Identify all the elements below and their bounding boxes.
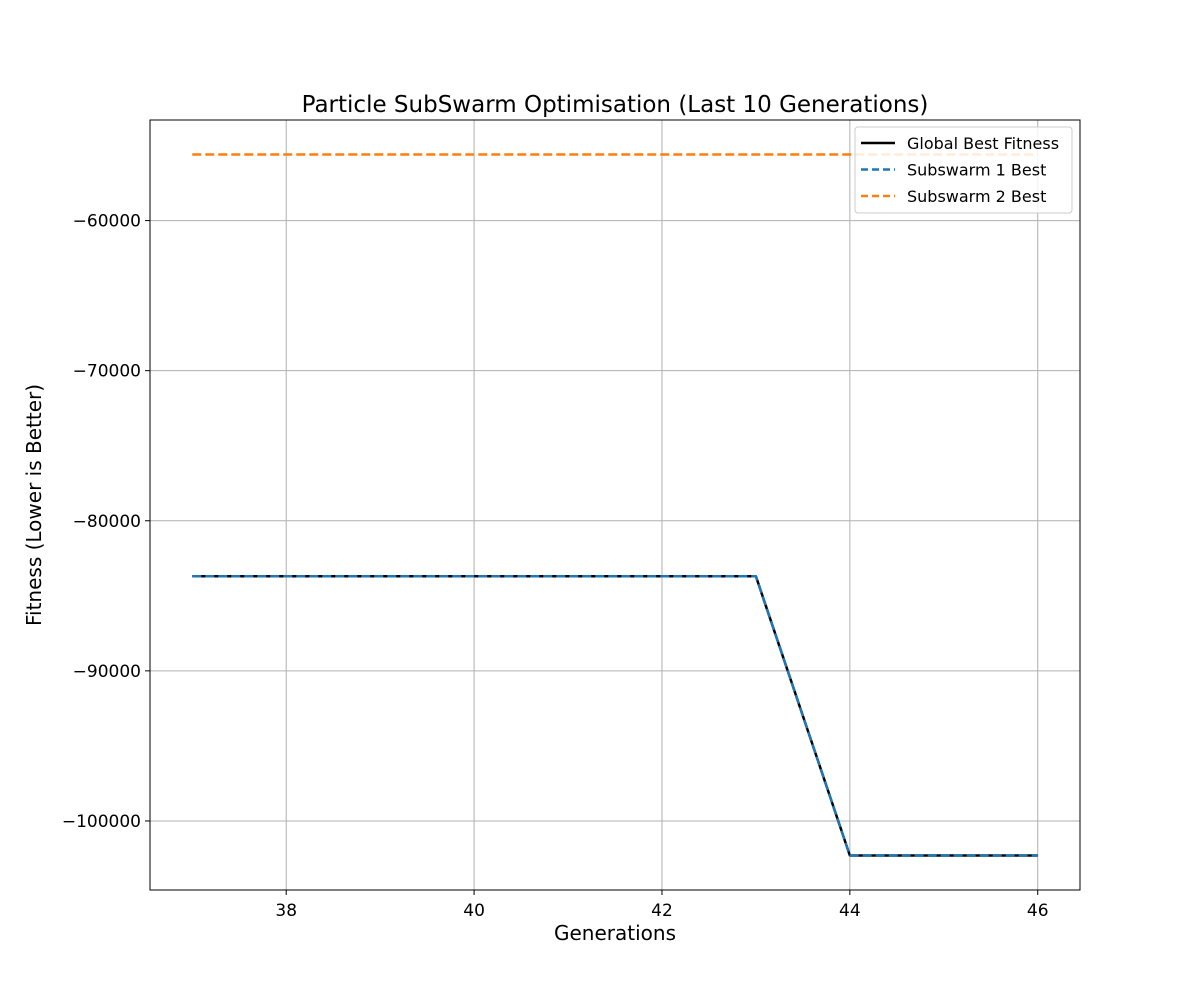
- y-tick-label: −70000: [73, 362, 141, 382]
- legend-label-1: Global Best Fitness: [907, 134, 1059, 153]
- legend[interactable]: Global Best Fitness Subswarm 1 Best Subswa…: [854, 126, 1073, 214]
- series-line-2: [192, 575, 1038, 857]
- x-axis-label: Generations: [554, 921, 676, 945]
- y-tick-label: −100000: [62, 812, 141, 832]
- plot-frame: [149, 119, 1081, 891]
- y-axis-label: Fitness (Lower is Better): [22, 384, 46, 626]
- legend-label-3: Subswarm 2 Best: [907, 187, 1046, 206]
- chart-title: Particle SubSwarm Optimisation (Last 10 …: [302, 92, 929, 118]
- axes: 38 40 42 44 46 −60000 −70000 −80000 −90000 −10000…: [62, 212, 1049, 921]
- y-tick-label: −90000: [73, 662, 141, 682]
- x-tick-label: 40: [463, 901, 485, 921]
- x-tick-label: 42: [651, 901, 673, 921]
- legend-box: [854, 126, 1073, 214]
- gridlines: [150, 120, 1080, 890]
- y-tick-label: −80000: [73, 512, 141, 532]
- x-tick-label: 38: [275, 901, 297, 921]
- x-tick-label: 46: [1027, 901, 1049, 921]
- x-tick-label: 44: [839, 901, 861, 921]
- y-tick-label: −60000: [73, 212, 141, 232]
- legend-label-2: Subswarm 1 Best: [907, 161, 1046, 180]
